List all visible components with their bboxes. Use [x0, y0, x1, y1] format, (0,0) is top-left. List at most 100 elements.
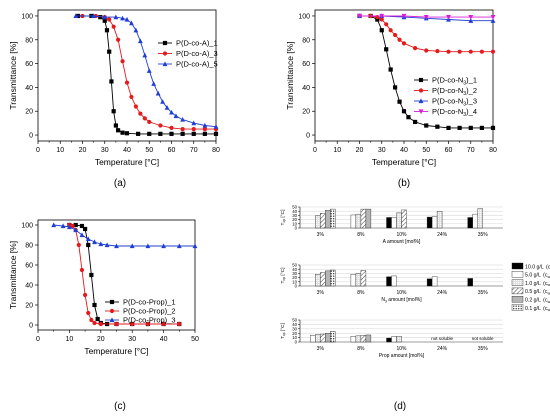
y-axis-label: Transmittance [%]: [8, 41, 18, 109]
y-tick-label: 30: [292, 326, 297, 331]
not-soluble-note: not soluble: [431, 336, 453, 341]
y-tick-label: 0: [29, 133, 33, 140]
data-point: [120, 15, 125, 21]
data-point: [424, 123, 429, 128]
y-axis-label: Transmittance [%]: [8, 241, 18, 309]
data-point: [180, 131, 185, 136]
data-point: [180, 126, 185, 132]
x-axis-label: N3 amount [mol%]: [381, 297, 422, 303]
data-point: [137, 38, 143, 44]
x-tick-label: 10: [56, 147, 64, 154]
data-point: [60, 223, 66, 229]
data-point: [490, 18, 496, 23]
legend-entry: P(D-co-A)_3: [176, 49, 218, 58]
bar: [386, 337, 392, 343]
data-point: [401, 41, 407, 46]
data-point: [107, 49, 112, 54]
data-point: [133, 104, 138, 109]
data-point: [76, 242, 81, 248]
category-label: 3%: [317, 232, 325, 238]
data-point: [406, 115, 411, 120]
y-tick-label: 40: [25, 283, 33, 290]
data-point: [191, 131, 196, 136]
bar: [391, 217, 397, 229]
data-point: [79, 267, 85, 273]
legend-marker: [109, 317, 115, 323]
bar: [315, 334, 321, 343]
y-tick-label: 0: [295, 284, 298, 289]
panel-label: (b): [398, 178, 410, 189]
data-point: [169, 131, 174, 136]
data-point: [114, 321, 119, 327]
data-point: [147, 119, 152, 125]
x-tick-label: 70: [190, 147, 198, 154]
data-point: [95, 316, 100, 322]
data-point: [138, 111, 143, 116]
y-tick-label: 60: [25, 61, 33, 68]
data-point: [169, 109, 174, 115]
legend-entry: P(D-co-N3)_3: [432, 97, 477, 108]
y-tick-label: 60: [25, 263, 33, 270]
x-tick-label: 20: [97, 336, 105, 343]
x-tick-label: 20: [79, 147, 87, 154]
data-point: [379, 13, 385, 19]
y-tick-label: 40: [292, 322, 297, 327]
x-axis-label: Temperature [°C]: [84, 346, 148, 356]
legend-marker: [418, 88, 424, 93]
data-point: [98, 321, 103, 327]
y-tick-label: 100: [21, 13, 33, 20]
x-tick-label: 40: [123, 147, 131, 154]
data-point: [83, 292, 88, 298]
x-tick-label: 30: [101, 147, 109, 154]
y-tick-label: 0: [306, 133, 310, 140]
data-point: [158, 131, 163, 136]
y-tick-label: 40: [292, 209, 297, 214]
x-tick-label: 60: [168, 147, 176, 154]
bar: [325, 210, 331, 229]
data-point: [202, 122, 208, 128]
bar: [320, 333, 326, 343]
data-point: [146, 68, 152, 73]
y-tick-label: 50: [292, 263, 297, 268]
data-point: [446, 15, 451, 20]
legend-marker: [162, 40, 168, 46]
data-point: [51, 222, 57, 228]
data-point: [479, 49, 484, 54]
data-point: [468, 15, 474, 20]
data-point: [173, 113, 179, 119]
legend-marker: [162, 61, 168, 67]
y-tick-label: 80: [25, 243, 33, 250]
data-point: [89, 317, 94, 323]
data-point: [191, 126, 196, 132]
legend-swatch: [511, 304, 524, 311]
data-point: [375, 17, 380, 22]
data-point: [397, 37, 402, 42]
category-label: 24%: [437, 290, 448, 296]
bar: [350, 336, 357, 343]
data-point: [70, 223, 75, 229]
y-tick-label: 100: [298, 13, 310, 20]
data-point: [424, 48, 429, 53]
bar-legend: 10.0 g/L (cw) 5.0 g/L (cw) 1.0 g/L (cw) 0.5…: [511, 262, 550, 312]
x-tick-label: 0: [313, 147, 317, 154]
category-label: 24%: [437, 232, 448, 238]
bar: [396, 336, 402, 343]
bar: [472, 213, 478, 229]
data-point: [397, 99, 402, 104]
panel-label: (c): [114, 401, 126, 412]
data-point: [176, 243, 182, 249]
data-point: [142, 52, 148, 58]
x-tick-label: 0: [36, 336, 40, 343]
data-point: [79, 223, 85, 229]
not-soluble-note: not soluble: [472, 336, 494, 341]
legend-marker: [109, 299, 115, 305]
y-tick-label: 20: [302, 109, 310, 116]
bar: [477, 208, 483, 229]
data-point: [104, 242, 110, 248]
bar: [391, 275, 397, 287]
bar: [325, 333, 331, 343]
data-point: [161, 243, 166, 249]
legend-marker: [162, 51, 168, 56]
